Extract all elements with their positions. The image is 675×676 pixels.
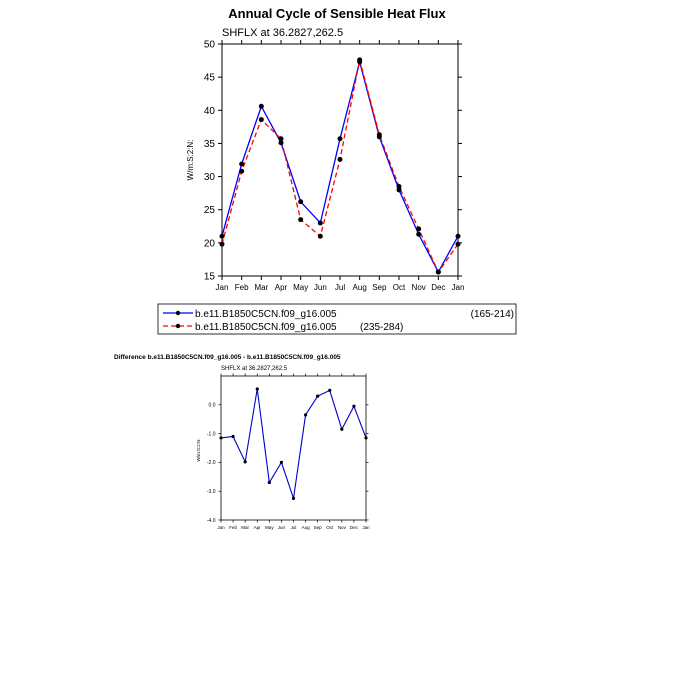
- diff-chart-ylabel: W/m:S:2:N:: [196, 438, 201, 461]
- diff-series-1-point: [328, 388, 332, 392]
- diff-series-1-point: [243, 460, 247, 464]
- diff-xtick-label: Oct: [326, 525, 334, 530]
- main-series-2-point: [376, 132, 382, 138]
- diff-series-1-point: [291, 496, 296, 500]
- main-xtick-label: Dec: [431, 283, 445, 292]
- main-series-1-point: [416, 231, 422, 237]
- main-xtick-label: Oct: [393, 283, 406, 292]
- diff-xtick-label: Dec: [350, 525, 359, 530]
- main-chart-subtitle: SHFLX at 36.2827,262.5: [222, 27, 343, 39]
- main-xtick-label: Apr: [275, 283, 288, 292]
- diff-series-line-1: [220, 388, 367, 499]
- main-series-2-point: [455, 241, 461, 247]
- legend-marker-series-2: [175, 323, 181, 329]
- main-ytick-label: 15: [204, 272, 216, 283]
- main-series-line-2: [221, 59, 459, 274]
- diff-series-1-point: [231, 434, 235, 439]
- main-chart-ylabel: W/m:S:2:N:: [186, 140, 195, 181]
- diff-series-1-point: [340, 427, 344, 431]
- diff-ytick-label: -1.0: [207, 431, 216, 437]
- diff-series-1-point: [267, 480, 271, 485]
- main-xtick-label: May: [293, 283, 308, 292]
- main-series-2-point: [435, 269, 441, 275]
- diff-ytick-label: -3.0: [207, 489, 216, 495]
- main-series-1-point: [337, 136, 343, 142]
- main-ytick-label: 50: [204, 40, 216, 51]
- legend-label-series-1: b.e11.B1850C5CN.f09_g16.005: [195, 309, 337, 320]
- diff-series-1-point: [279, 460, 284, 464]
- legend-range-series-2: (235-284): [360, 322, 403, 333]
- legend: b.e11.B1850C5CN.f09_g16.005 (165-214) b.…: [157, 303, 517, 335]
- main-ytick-label: 35: [204, 139, 216, 150]
- main-xtick-label: Aug: [353, 283, 367, 292]
- legend-label-series-2: b.e11.B1850C5CN.f09_g16.005: [195, 322, 337, 333]
- main-xtick-label: Jul: [335, 283, 345, 292]
- main-series-1-point: [317, 220, 323, 226]
- diff-chart-subtitle: SHFLX at 36.2827,262.5: [221, 366, 288, 372]
- main-series-2-point: [219, 241, 225, 247]
- main-series-2-point: [396, 184, 402, 190]
- diff-ytick-label: 0.0: [209, 403, 216, 409]
- main-series-2-point: [337, 156, 343, 162]
- main-series-2-point: [357, 57, 363, 63]
- main-xtick-label: Feb: [235, 283, 249, 292]
- diff-series-1-point: [303, 413, 308, 417]
- main-series-line-1: [221, 59, 459, 274]
- diff-chart-title: Difference b.e11.B1850C5CN.f09_g16.005 -…: [114, 354, 341, 361]
- diff-xtick-label: May: [265, 525, 274, 530]
- main-series-2-point: [258, 117, 264, 123]
- main-series-2-point: [416, 226, 422, 232]
- main-chart-title: Annual Cycle of Sensible Heat Flux: [228, 6, 446, 21]
- main-series-1-point: [258, 103, 264, 109]
- diff-xtick-label: Aug: [302, 525, 311, 530]
- main-series-1-point: [219, 233, 225, 239]
- diff-xtick-label: Jan: [217, 525, 225, 530]
- diff-series-1-point: [219, 436, 223, 440]
- diff-xtick-label: Feb: [229, 525, 237, 530]
- diff-xtick-label: Sep: [314, 525, 323, 530]
- main-xtick-label: Mar: [254, 283, 268, 292]
- legend-range-series-1: (165-214): [471, 309, 514, 320]
- main-xtick-label: Jan: [216, 283, 229, 292]
- diff-ytick-label: -2.0: [207, 460, 216, 466]
- main-xtick-label: Nov: [412, 283, 426, 292]
- main-ytick-label: 30: [204, 172, 216, 183]
- legend-box: [157, 303, 517, 335]
- diff-xtick-label: Mar: [241, 525, 249, 530]
- main-xtick-label: Sep: [372, 283, 387, 292]
- diff-series-1-point: [316, 394, 320, 398]
- diff-series-1-point: [255, 387, 259, 391]
- main-series-2-point: [317, 233, 323, 239]
- main-series-1-point: [239, 161, 245, 167]
- main-ytick-label: 25: [204, 205, 216, 216]
- main-series-2-point: [298, 217, 304, 223]
- main-series-1-point: [278, 140, 284, 146]
- main-series-2-point: [278, 136, 284, 142]
- main-xtick-label: Jun: [314, 283, 327, 292]
- diff-xtick-label: Jun: [278, 525, 286, 530]
- main-series-2-point: [239, 168, 245, 174]
- diff-xtick-label: Jul: [291, 525, 297, 530]
- main-ytick-label: 40: [204, 106, 216, 117]
- main-ytick-label: 20: [204, 238, 216, 249]
- diff-xtick-label: Jan: [362, 525, 370, 530]
- main-series-1-point: [298, 199, 304, 205]
- main-ytick-label: 45: [204, 73, 216, 84]
- diff-xtick-label: Nov: [338, 525, 347, 530]
- diff-series-1-point: [364, 436, 368, 440]
- main-xtick-label: Jan: [452, 283, 465, 292]
- legend-marker-series-1: [175, 310, 181, 316]
- main-series-1-point: [455, 233, 461, 239]
- diff-series-1-point: [352, 404, 356, 408]
- diff-xtick-label: Apr: [254, 525, 262, 530]
- diff-ytick-label: -4.0: [207, 518, 216, 524]
